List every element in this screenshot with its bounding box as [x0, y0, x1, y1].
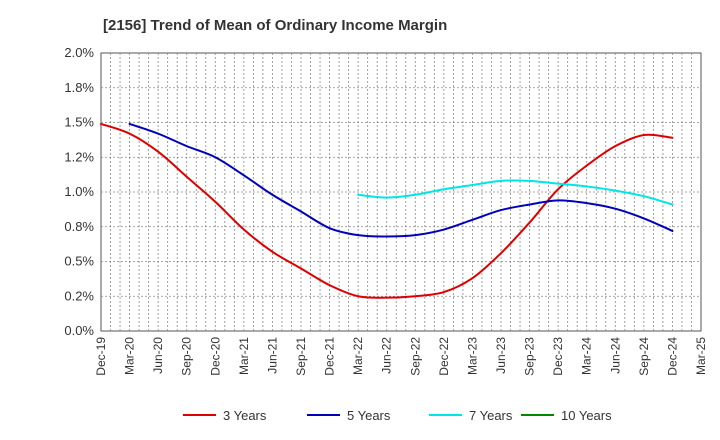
legend-label: 3 Years [223, 408, 267, 423]
y-tick-label: 0.2% [64, 288, 94, 303]
grid [101, 53, 701, 331]
x-tick-label: Mar-22 [351, 337, 365, 375]
x-tick-label: Jun-21 [265, 337, 279, 374]
legend: 3 Years 5 Years 7 Years 10 Years [183, 408, 612, 423]
x-tick-label: Sep-22 [408, 337, 422, 376]
x-tick-label: Sep-21 [294, 337, 308, 376]
y-tick-label: 1.8% [64, 80, 94, 95]
x-tick-label: Jun-23 [494, 337, 508, 374]
y-tick-label: 1.0% [64, 184, 94, 199]
y-tick-label: 0.0% [64, 323, 94, 338]
legend-label: 5 Years [347, 408, 391, 423]
x-tick-label: Mar-24 [580, 337, 594, 375]
series-line-2 [128, 122, 674, 238]
y-tick-label: 2.0% [64, 45, 94, 60]
x-tick-label: Jun-22 [380, 337, 394, 374]
series-group [100, 122, 674, 299]
series-line-3 [357, 179, 674, 206]
chart-title: [2156] Trend of Mean of Ordinary Income … [103, 17, 447, 34]
x-tick-label: Dec-21 [323, 337, 337, 376]
x-tick-label: Dec-23 [551, 337, 565, 376]
y-tick-label: 0.5% [64, 254, 94, 269]
x-tick-label: Dec-20 [208, 337, 222, 376]
y-axis-ticks: 0.0% 0.2% 0.5% 0.8% 1.0% 1.2% 1.5% 1.8% 2.0% [64, 45, 94, 338]
legend-label: 10 Years [561, 408, 612, 423]
series-line-1 [100, 122, 674, 299]
y-tick-label: 1.5% [64, 115, 94, 130]
legend-label: 7 Years [469, 408, 513, 423]
x-tick-label: Dec-24 [665, 337, 679, 376]
x-tick-label: Dec-22 [437, 337, 451, 376]
y-tick-label: 0.8% [64, 219, 94, 234]
x-tick-label: Sep-20 [180, 337, 194, 376]
x-tick-label: Jun-20 [151, 337, 165, 374]
x-tick-label: Mar-23 [465, 337, 479, 375]
x-tick-label: Sep-24 [637, 337, 651, 376]
x-tick-label: Mar-25 [694, 337, 708, 375]
x-tick-label: Mar-21 [237, 337, 251, 375]
x-tick-label: Jun-24 [608, 337, 622, 374]
x-tick-label: Dec-19 [94, 337, 108, 376]
x-tick-label: Sep-23 [523, 337, 537, 376]
y-tick-label: 1.2% [64, 149, 94, 164]
x-axis-ticks: Dec-19 Mar-20 Jun-20 Sep-20 Dec-20 Mar-21 Jun-… [94, 337, 708, 376]
x-tick-label: Mar-20 [123, 337, 137, 375]
